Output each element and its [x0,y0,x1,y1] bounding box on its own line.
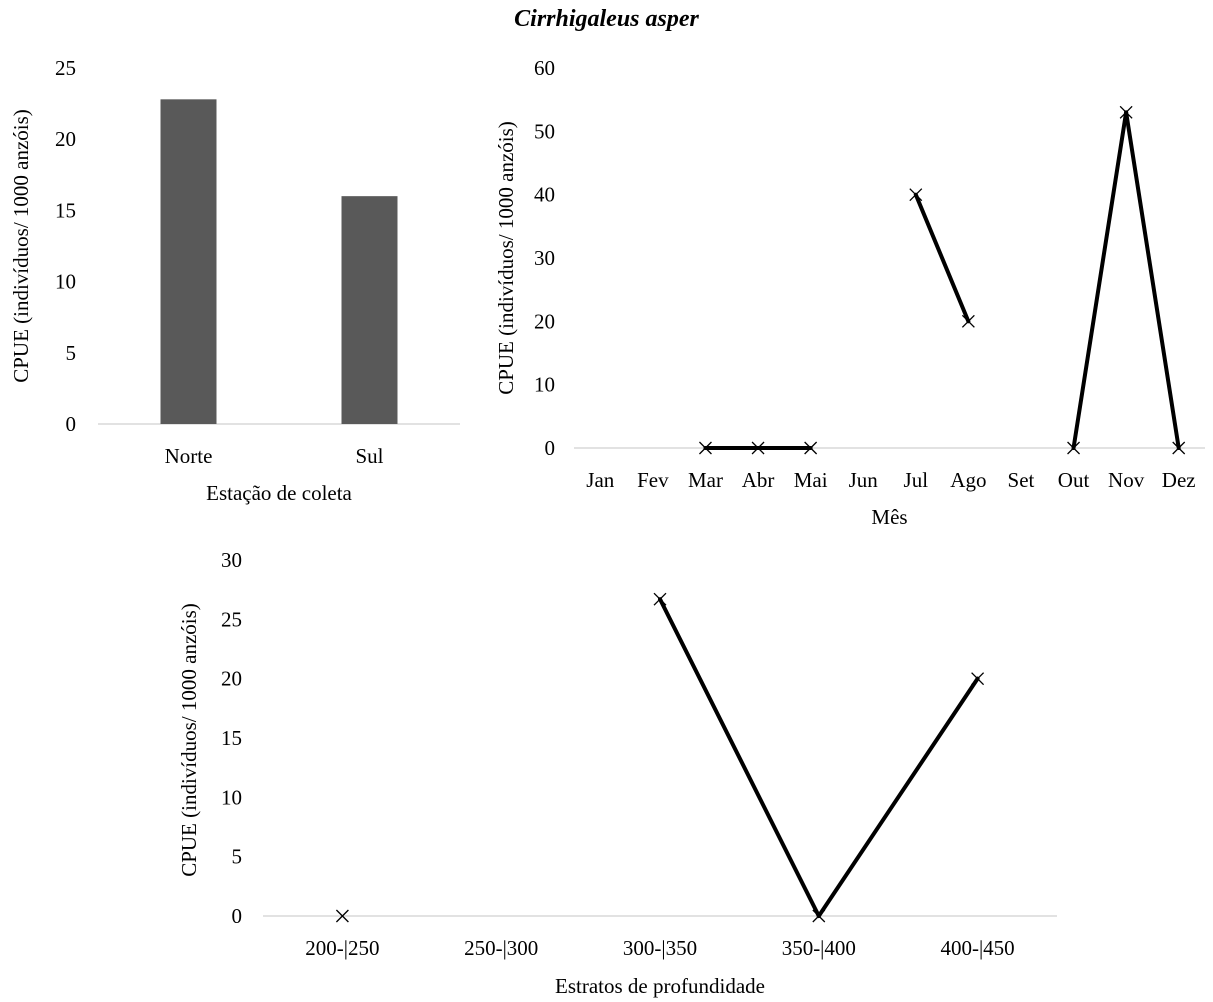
series-line-segment [1071,110,1129,450]
x-tick-label: Fev [637,468,669,492]
data-point-marker [1067,441,1081,455]
marker-stroke [1119,105,1133,119]
x-axis-title: Mês [871,505,907,529]
data-point-marker [961,314,975,328]
series-line-segment [913,192,971,324]
x-tick-label: Jan [586,468,614,492]
y-axis-title: CPUE (indivíduos/ 1000 anzóis) [177,603,201,877]
y-tick-label: 10 [55,270,76,294]
y-tick-label: 25 [221,607,242,631]
y-tick-label: 0 [232,904,243,928]
series-line-segment [816,676,980,918]
y-tick-label: 5 [232,845,243,869]
x-tick-label: Abr [742,468,775,492]
marker-stroke [1067,441,1081,455]
y-axis-title: CPUE (indivíduos/ 1000 anzóis) [9,109,33,383]
y-tick-label: 0 [66,412,77,436]
y-tick-label: 20 [55,127,76,151]
series-line-segment [658,597,821,918]
data-point-marker [698,441,712,455]
marker-stroke [1172,441,1186,455]
x-tick-label: 350-|400 [782,936,856,960]
y-tick-label: 15 [221,726,242,750]
y-tick-label: 20 [534,309,555,333]
x-tick-label: Dez [1162,468,1196,492]
data-point-marker [812,909,826,923]
data-point-marker [653,592,667,606]
data-point-marker [804,441,818,455]
y-tick-label: 50 [534,119,555,143]
marker-stroke [698,441,712,455]
y-tick-label: 30 [534,246,555,270]
x-axis-title: Estratos de profundidade [555,974,765,998]
data-point-marker [909,188,923,202]
data-point-marker [751,441,765,455]
series-line-segment [1124,110,1181,450]
y-tick-label: 5 [66,341,77,365]
marker-stroke [653,592,667,606]
y-tick-label: 0 [545,436,556,460]
x-tick-label: Nov [1108,468,1145,492]
x-tick-label: Out [1058,468,1090,492]
x-tick-label: Mai [794,468,828,492]
y-tick-label: 30 [221,548,242,572]
x-tick-label: Jun [849,468,879,492]
data-point-marker [1172,441,1186,455]
marker-stroke [335,909,349,923]
data-point-marker [335,909,349,923]
x-tick-label: Norte [165,444,213,468]
y-tick-label: 10 [221,785,242,809]
x-tick-label: 400-|450 [940,936,1014,960]
x-tick-label: Jul [904,468,929,492]
y-tick-label: 40 [534,183,555,207]
y-tick-label: 60 [534,56,555,80]
figure-title: Cirrhigaleus asper [514,6,699,32]
x-tick-label: 200-|250 [305,936,379,960]
y-tick-label: 15 [55,198,76,222]
marker-stroke [909,188,923,202]
bar-sul [341,196,398,424]
y-tick-label: 10 [534,373,555,397]
data-point-marker [971,672,985,686]
marker-stroke [961,314,975,328]
data-point-marker [1119,105,1133,119]
x-tick-label: 300-|350 [623,936,697,960]
x-tick-label: Sul [355,444,383,468]
x-tick-label: Set [1008,468,1035,492]
x-axis-title: Estação de coleta [206,481,352,505]
x-tick-label: 250-|300 [464,936,538,960]
marker-stroke [804,441,818,455]
marker-stroke [751,441,765,455]
y-tick-label: 25 [55,56,76,80]
marker-stroke [971,672,985,686]
y-axis-title: CPUE (indivíduos/ 1000 anzóis) [494,121,518,395]
x-tick-label: Mar [688,468,723,492]
marker-stroke [812,909,826,923]
x-tick-label: Ago [950,468,986,492]
bar-norte [160,99,217,424]
y-tick-label: 20 [221,667,242,691]
